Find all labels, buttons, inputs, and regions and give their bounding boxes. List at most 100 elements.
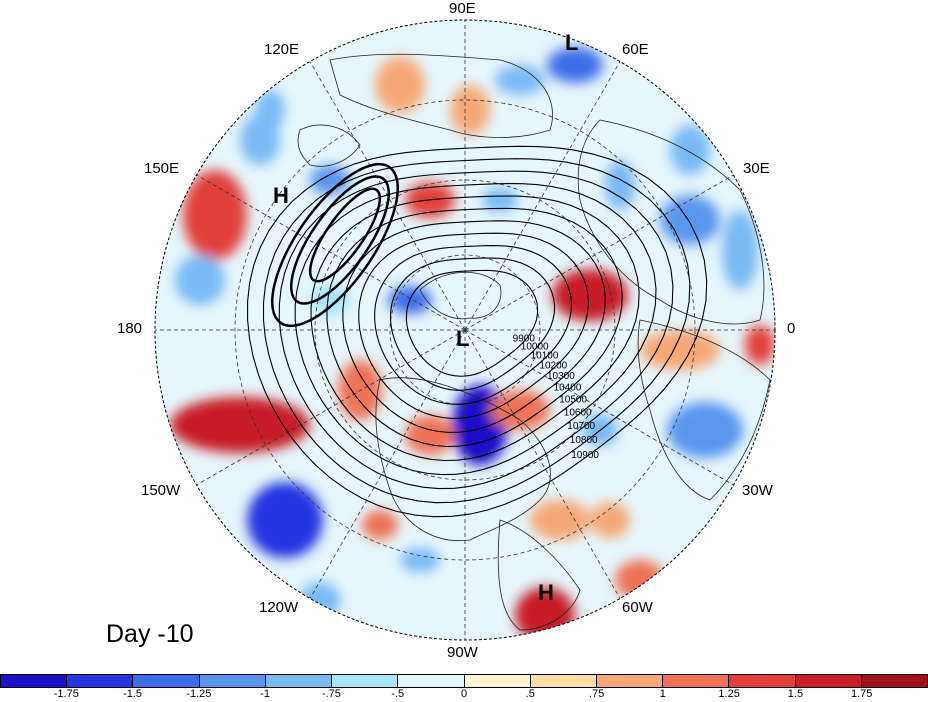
contour-label: 9900 [513, 334, 536, 345]
anomaly-blob [530, 500, 590, 540]
anomaly-blob [338, 360, 382, 420]
colorbar-tick-label: 1 [659, 688, 666, 700]
coastline-path [419, 271, 502, 320]
colorbar-swatch [861, 675, 928, 687]
anomaly-blob [375, 57, 425, 113]
height-contour [278, 170, 674, 490]
height-contour [358, 232, 589, 419]
lon-label-150e: 150E [144, 160, 180, 177]
colorbar-swatch [1, 675, 68, 687]
colorbar-swatch [332, 675, 399, 687]
contour-label: 10700 [567, 421, 595, 432]
low-center-label: L [456, 326, 470, 351]
anomaly-blob [640, 330, 720, 370]
lon-label-120w: 120W [259, 599, 299, 616]
height-contour [390, 257, 556, 391]
lon-label-60w: 60W [622, 599, 653, 616]
lon-label-120e: 120E [264, 41, 300, 58]
height-contour [247, 145, 708, 518]
high-center-label: H [273, 183, 289, 208]
anomaly-blob [660, 195, 720, 245]
day-label: Day -10 [106, 620, 194, 648]
anomaly-blob [362, 510, 398, 540]
anomaly-blob [547, 47, 603, 83]
colorbar-swatch [67, 675, 134, 687]
polar-map: 10900 10800 10700 1060010500104001030010200… [154, 19, 776, 641]
contour-label: 10300 [547, 371, 575, 382]
height-contour [326, 207, 623, 448]
anomaly-blob [310, 285, 350, 315]
colorbar-swatch [663, 675, 730, 687]
graticule [155, 20, 775, 640]
anomaly-blob [482, 188, 518, 212]
colorbar-tick-label: 1.5 [787, 688, 804, 700]
colorbar-tick-label: 0 [460, 688, 468, 700]
anomaly-blob [300, 582, 340, 618]
anomaly-blob [605, 160, 635, 210]
anomaly-blob [405, 415, 455, 455]
anomaly-blob [670, 125, 710, 175]
anomaly-blob [667, 402, 743, 458]
colorbar-tick-label: 1.75 [850, 688, 873, 700]
height-contour [342, 220, 606, 433]
anomaly-blob [450, 85, 490, 135]
anomaly-blob [680, 575, 720, 605]
height-contour [374, 245, 573, 405]
contour-label: 10400 [554, 383, 582, 394]
meridian-line [464, 329, 734, 486]
latitude-circle [389, 254, 541, 406]
colorbar-swatch [265, 675, 333, 687]
contour-label: 10500 [559, 395, 587, 406]
colorbar-swatch [464, 675, 531, 687]
contour-label: 10900 [571, 450, 599, 461]
coastline-path [329, 53, 553, 138]
lon-label-90w: 90W [447, 644, 478, 661]
coastline-path [637, 319, 771, 501]
anomaly-blob [615, 560, 665, 600]
lon-label-90e: 90E [449, 0, 476, 17]
colorbar-swatch [795, 675, 862, 687]
lon-label-30e: 30E [743, 160, 770, 177]
latitude-circle [314, 179, 616, 481]
contour-label: 10000 [521, 342, 549, 353]
meridian-line [196, 174, 466, 331]
contour-label: 10200 [539, 361, 567, 372]
colorbar-swatch [530, 675, 597, 687]
lon-label-60e: 60E [622, 41, 649, 58]
lon-label-30w: 30W [742, 482, 773, 499]
meridian-line [309, 329, 466, 599]
colorbar-tick-label: 1.25 [718, 688, 740, 700]
colorbar-swatch [398, 675, 465, 687]
colorbar-tick-label: .75 [588, 688, 605, 700]
meridian-line [464, 174, 734, 331]
colorbar-labels: -1.75 -1.5 -1.25 -1 -.75 -.5 0 .5 .75 1 1.25 1.5 1.7… [0, 688, 928, 702]
anomaly-blob [495, 65, 545, 95]
colorbar-swatch [729, 675, 796, 687]
map-boundary [154, 19, 776, 641]
colorbar-tick-label: .5 [525, 688, 535, 700]
anomaly-blob [745, 325, 775, 365]
high-center-label: H [538, 580, 554, 605]
anomaly-blob [183, 170, 247, 260]
anomaly-blob [175, 255, 225, 305]
colorbar-tick-label: -1.5 [123, 688, 143, 700]
colorbar-swatch [199, 675, 266, 687]
colorbar-tick-label: -1 [260, 688, 271, 700]
anomaly-blob [247, 482, 323, 558]
meridian-line [464, 329, 621, 599]
meridian-line [464, 61, 621, 331]
meridian-line [309, 61, 466, 331]
bold-contour [289, 175, 391, 305]
colorbar-tick-label: -.5 [391, 688, 405, 700]
lon-label-180: 180 [117, 320, 143, 337]
bold-contour [270, 162, 400, 328]
colorbar-swatch [596, 675, 664, 687]
colorbar-tick-label: -.75 [321, 688, 341, 700]
bold-contour [308, 187, 382, 283]
contour-labels: 10900 10800 10700 1060010500104001030010200… [513, 334, 600, 461]
coastline-path [375, 377, 551, 542]
lon-label-0: 0 [787, 320, 796, 337]
anomaly-blob [400, 548, 440, 572]
low-center-label: L [565, 30, 579, 55]
